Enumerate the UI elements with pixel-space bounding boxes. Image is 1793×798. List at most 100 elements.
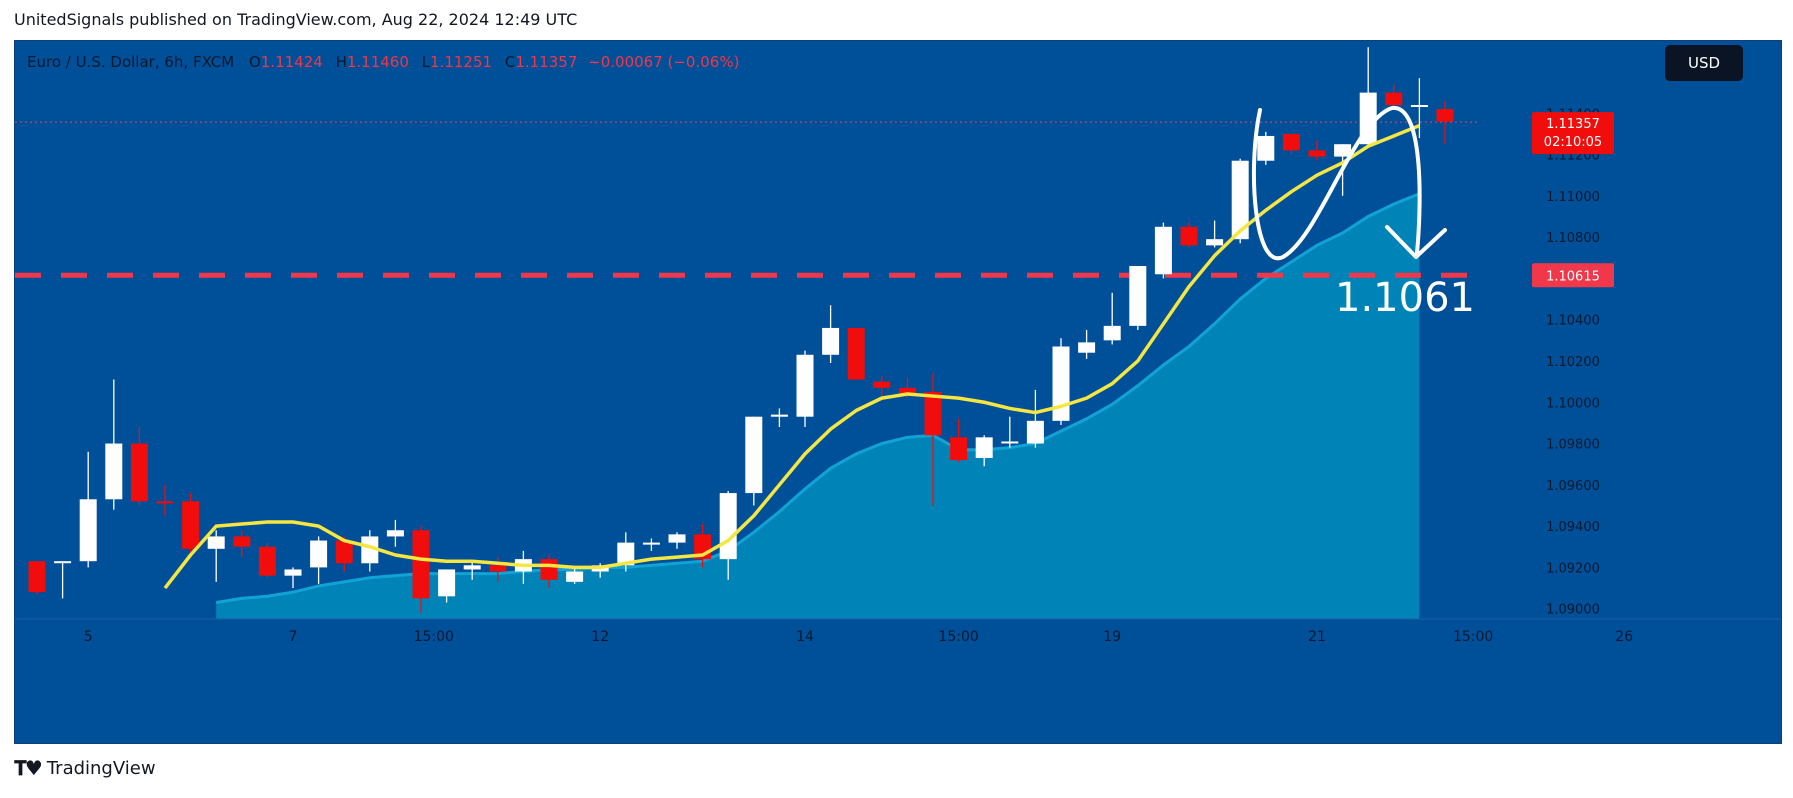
bullish-candle <box>1052 346 1070 421</box>
time-axis[interactable]: 5 7 15:00 12 14 15:00 19 21 15:00 26 <box>84 629 1633 645</box>
price-axis-bg <box>1477 41 1781 743</box>
bearish-candle <box>1385 92 1403 105</box>
time-tick-label: 12 <box>591 629 609 645</box>
price-tick-label: 1.09200 <box>1546 561 1600 576</box>
ohlc-legend: Euro / U.S. Dollar, 6h, FXCM O1.11424 H1… <box>27 53 739 71</box>
time-tick-label: 15:00 <box>938 629 978 645</box>
bullish-candle <box>284 569 302 576</box>
bullish-candle <box>361 536 379 564</box>
bearish-candle <box>1180 226 1198 246</box>
price-tick-label: 1.10200 <box>1546 355 1600 370</box>
high-key: H <box>335 53 347 71</box>
bullish-candle <box>1103 325 1121 341</box>
price-axis[interactable]: 1.114001.112001.110001.108001.106001.104… <box>1477 41 1781 743</box>
bearish-candle <box>156 501 174 504</box>
bullish-candle <box>1001 441 1019 444</box>
bullish-candle <box>822 327 840 355</box>
time-tick-label: 26 <box>1615 629 1633 645</box>
symbol-label[interactable]: Euro / U.S. Dollar, 6h, FXCM <box>27 53 235 71</box>
bearish-candle <box>182 501 200 549</box>
price-tick-label: 1.09600 <box>1546 479 1600 494</box>
bearish-candle <box>233 536 251 547</box>
target-price-label[interactable]: 1.1061 <box>1335 275 1475 321</box>
bullish-candle <box>1129 266 1147 326</box>
ma-fast-polyline <box>163 124 1421 590</box>
tradingview-mark-icon: 𝐓♥ <box>14 756 43 780</box>
close-value: 1.11357 <box>515 53 578 71</box>
price-tick-label: 1.09000 <box>1546 603 1600 618</box>
price-tick-label: 1.09800 <box>1546 438 1600 453</box>
bearish-candle <box>847 327 865 380</box>
bullish-candle <box>1231 160 1249 240</box>
time-tick-label: 21 <box>1308 629 1326 645</box>
open-value: 1.11424 <box>260 53 323 71</box>
bullish-candle <box>1078 342 1096 353</box>
candlestick-chart[interactable]: 1.1061 1.114001.112001.110001.108001.106… <box>15 41 1781 743</box>
bullish-candle <box>207 536 225 549</box>
level-tag-bg <box>1532 263 1614 288</box>
time-tick-label: 7 <box>289 629 298 645</box>
low-value: 1.11251 <box>430 53 493 71</box>
bearish-candle <box>873 381 891 388</box>
bullish-candle <box>770 414 788 417</box>
bullish-candle <box>617 542 635 566</box>
bullish-candle <box>1257 135 1275 161</box>
bearish-candle <box>258 546 276 576</box>
price-tick-label: 1.10000 <box>1546 396 1600 411</box>
bearish-candle <box>898 387 916 394</box>
time-tick-label: 19 <box>1103 629 1121 645</box>
bullish-candle <box>438 569 456 597</box>
open-key: O <box>248 53 261 71</box>
bearish-candle <box>924 391 942 436</box>
projection-annotation[interactable]: 1.1061 <box>1251 106 1475 321</box>
last-price-tag-bg <box>1532 112 1614 155</box>
bullish-candle <box>1206 239 1224 246</box>
price-tick-label: 1.11000 <box>1546 190 1600 205</box>
bearish-candle <box>950 437 968 461</box>
bullish-candle <box>79 499 97 562</box>
bullish-candle <box>105 443 123 500</box>
change-value: −0.00067 (−0.06%) <box>588 53 740 71</box>
time-tick-label: 15:00 <box>1453 629 1493 645</box>
bullish-candle <box>745 416 763 494</box>
bearish-candle <box>540 559 558 580</box>
bearish-candle <box>1308 150 1326 157</box>
bullish-candle <box>310 540 328 568</box>
bullish-candle <box>566 571 584 582</box>
bullish-candle <box>1026 420 1044 444</box>
brand-name: TradingView <box>46 757 156 779</box>
bearish-candle <box>28 561 46 593</box>
chart-pane[interactable]: 1.1061 1.114001.112001.110001.108001.106… <box>14 40 1782 744</box>
bullish-candle <box>1334 144 1352 157</box>
close-key: C <box>504 53 516 71</box>
time-tick-label: 5 <box>84 629 93 645</box>
bullish-candle <box>1410 104 1428 107</box>
bearish-candle <box>130 443 148 502</box>
bullish-candle <box>668 534 686 543</box>
last-price-tag: 1.11357 <box>1546 117 1600 132</box>
bullish-candle <box>642 542 660 545</box>
low-key: L <box>421 53 431 71</box>
level-tag: 1.10615 <box>1546 269 1600 284</box>
currency-button[interactable]: USD <box>1665 45 1743 81</box>
projection-arrow-curve[interactable] <box>1251 106 1422 261</box>
high-value: 1.11460 <box>346 53 409 71</box>
bullish-candle <box>1154 226 1172 275</box>
bearish-candle <box>412 530 430 599</box>
bearish-candle <box>1436 109 1454 122</box>
time-tick-label: 15:00 <box>414 629 454 645</box>
bullish-candle <box>719 493 737 560</box>
price-tick-label: 1.10800 <box>1546 231 1600 246</box>
publisher-line: UnitedSignals published on TradingView.c… <box>14 10 578 29</box>
bullish-candle <box>54 561 72 564</box>
bullish-candle <box>975 437 993 458</box>
ma-fast-line <box>163 124 1421 590</box>
tradingview-logo[interactable]: 𝐓♥ TradingView <box>14 756 156 780</box>
countdown-tag: 02:10:05 <box>1544 135 1602 150</box>
bearish-candle <box>1282 133 1300 151</box>
projection-arrow-head[interactable] <box>1385 225 1447 259</box>
time-tick-label: 14 <box>796 629 814 645</box>
bullish-candle <box>796 354 814 417</box>
ma-slow-fill <box>216 193 1420 619</box>
bullish-candle <box>386 530 404 537</box>
